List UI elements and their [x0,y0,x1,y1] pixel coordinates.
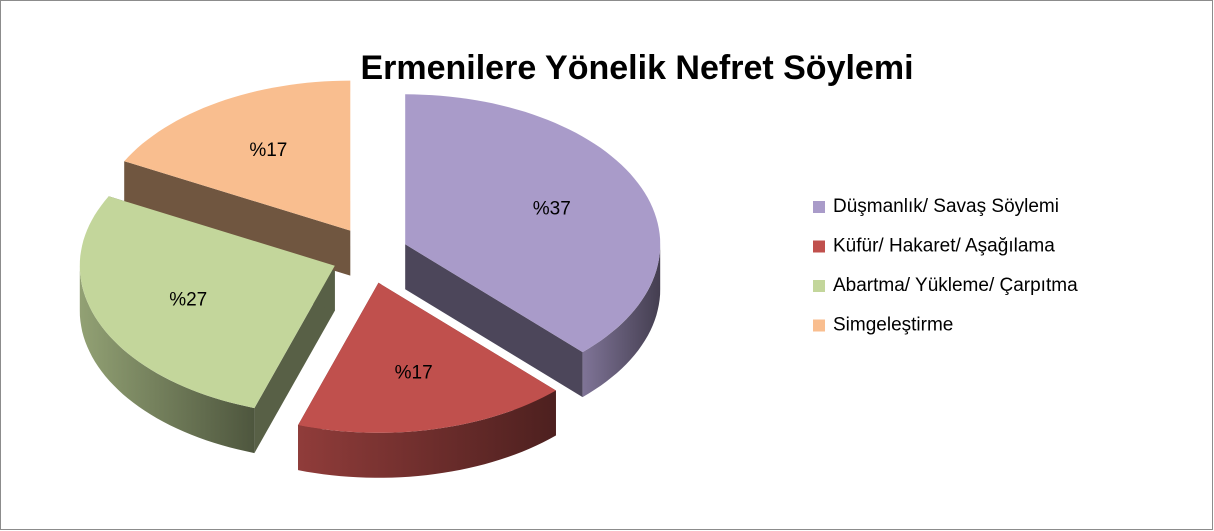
legend-swatch [813,240,825,253]
data-label: %17 [249,140,287,161]
data-label: %27 [169,290,207,311]
slice-side [124,161,351,276]
slice-side [405,244,583,398]
legend-swatch [813,280,825,292]
slice-wall [79,265,255,454]
legend-swatch [813,319,825,332]
legend-label: Simgeleştirme [833,315,953,336]
legend-label: Düşmanlık/ Savaş Söylemi [833,196,1059,217]
pie-slice [298,282,556,433]
slice-tops [79,80,661,433]
slice-wall [582,244,661,398]
pie-slice [79,196,335,409]
slice-wall [298,390,556,478]
pie-slice [405,94,661,353]
chart-title: Ermenilere Yönelik Nefret Söylemi [360,49,913,87]
legend-label: Küfür/ Hakaret/ Aşağılama [833,236,1055,257]
legend-swatch [813,201,825,213]
data-label: %17 [395,362,433,383]
slice-side [254,265,335,454]
pie-slice [124,80,351,231]
data-label: %37 [533,198,571,219]
legend-label: Abartma/ Yükleme/ Çarpıtma [833,275,1078,296]
